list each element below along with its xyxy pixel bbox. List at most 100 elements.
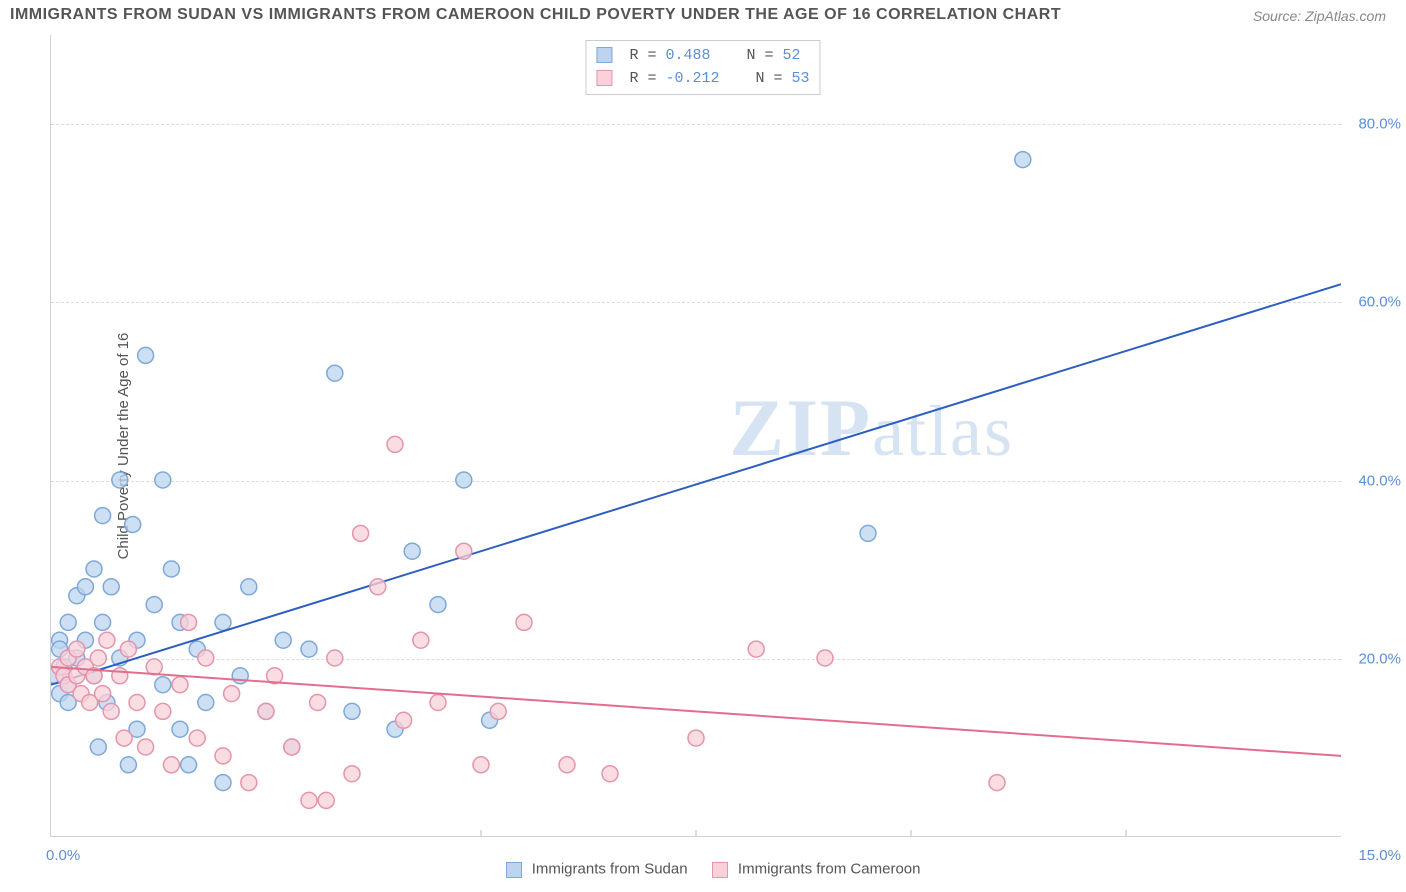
data-point [129, 695, 145, 711]
data-point [396, 712, 412, 728]
data-point [989, 775, 1005, 791]
data-point [327, 650, 343, 666]
data-point [189, 730, 205, 746]
n-label: N = [756, 70, 783, 87]
plot-area: 20.0%40.0%60.0%80.0%0.0%15.0% [50, 35, 1341, 837]
y-tick-label: 80.0% [1346, 116, 1401, 133]
data-point [232, 668, 248, 684]
data-point [370, 579, 386, 595]
series-legend: Immigrants from Sudan Immigrants from Ca… [0, 860, 1406, 878]
regression-line [51, 284, 1341, 685]
data-point [301, 792, 317, 808]
data-point [516, 614, 532, 630]
data-point [559, 757, 575, 773]
legend-label-cameroon: Immigrants from Cameroon [738, 861, 921, 878]
data-point [155, 472, 171, 488]
data-point [456, 543, 472, 559]
data-point [430, 695, 446, 711]
r-value-sudan: 0.488 [665, 47, 710, 64]
legend-label-sudan: Immigrants from Sudan [532, 861, 688, 878]
data-point [353, 525, 369, 541]
source-attribution: Source: ZipAtlas.com [1253, 8, 1386, 24]
data-point [155, 703, 171, 719]
data-point [413, 632, 429, 648]
data-point [301, 641, 317, 657]
data-point [817, 650, 833, 666]
r-label: R = [629, 47, 656, 64]
data-point [241, 775, 257, 791]
data-point [688, 730, 704, 746]
data-point [344, 703, 360, 719]
y-tick-label: 60.0% [1346, 294, 1401, 311]
chart-container: 20.0%40.0%60.0%80.0%0.0%15.0% [50, 35, 1341, 837]
y-tick-label: 40.0% [1346, 472, 1401, 489]
data-point [327, 365, 343, 381]
data-point [99, 632, 115, 648]
r-value-cameroon: -0.212 [665, 70, 719, 87]
data-point [163, 757, 179, 773]
data-point [473, 757, 489, 773]
y-tick-label: 20.0% [1346, 650, 1401, 667]
data-point [112, 668, 128, 684]
data-point [258, 703, 274, 719]
chart-title: IMMIGRANTS FROM SUDAN VS IMMIGRANTS FROM… [10, 6, 1061, 24]
data-point [155, 677, 171, 693]
data-point [77, 579, 93, 595]
data-point [86, 561, 102, 577]
data-point [125, 517, 141, 533]
n-value-sudan: 52 [783, 47, 801, 64]
data-point [69, 641, 85, 657]
correlation-legend-row-2: R = -0.212 N = 53 [596, 68, 809, 91]
legend-swatch-sudan [596, 47, 612, 63]
data-point [198, 695, 214, 711]
data-point [215, 775, 231, 791]
data-point [95, 614, 111, 630]
data-point [1015, 152, 1031, 168]
r-label: R = [629, 70, 656, 87]
n-value-cameroon: 53 [792, 70, 810, 87]
data-point [95, 686, 111, 702]
data-point [172, 677, 188, 693]
data-point [163, 561, 179, 577]
data-point [95, 508, 111, 524]
data-point [103, 703, 119, 719]
data-point [602, 766, 618, 782]
data-point [215, 614, 231, 630]
scatter-plot-svg [51, 35, 1341, 836]
data-point [60, 614, 76, 630]
data-point [146, 659, 162, 675]
data-point [120, 757, 136, 773]
data-point [181, 614, 197, 630]
data-point [215, 748, 231, 764]
data-point [284, 739, 300, 755]
data-point [198, 650, 214, 666]
data-point [138, 347, 154, 363]
data-point [387, 436, 403, 452]
n-label: N = [747, 47, 774, 64]
data-point [103, 579, 119, 595]
legend-swatch-sudan [506, 862, 522, 878]
data-point [318, 792, 334, 808]
data-point [181, 757, 197, 773]
data-point [138, 739, 154, 755]
data-point [456, 472, 472, 488]
data-point [241, 579, 257, 595]
data-point [146, 597, 162, 613]
correlation-legend-row-1: R = 0.488 N = 52 [596, 45, 809, 68]
data-point [404, 543, 420, 559]
data-point [748, 641, 764, 657]
data-point [860, 525, 876, 541]
legend-swatch-cameroon [596, 70, 612, 86]
data-point [90, 650, 106, 666]
data-point [224, 686, 240, 702]
data-point [430, 597, 446, 613]
data-point [310, 695, 326, 711]
data-point [172, 721, 188, 737]
data-point [90, 739, 106, 755]
data-point [344, 766, 360, 782]
data-point [112, 472, 128, 488]
legend-swatch-cameroon [712, 862, 728, 878]
data-point [116, 730, 132, 746]
data-point [275, 632, 291, 648]
data-point [490, 703, 506, 719]
